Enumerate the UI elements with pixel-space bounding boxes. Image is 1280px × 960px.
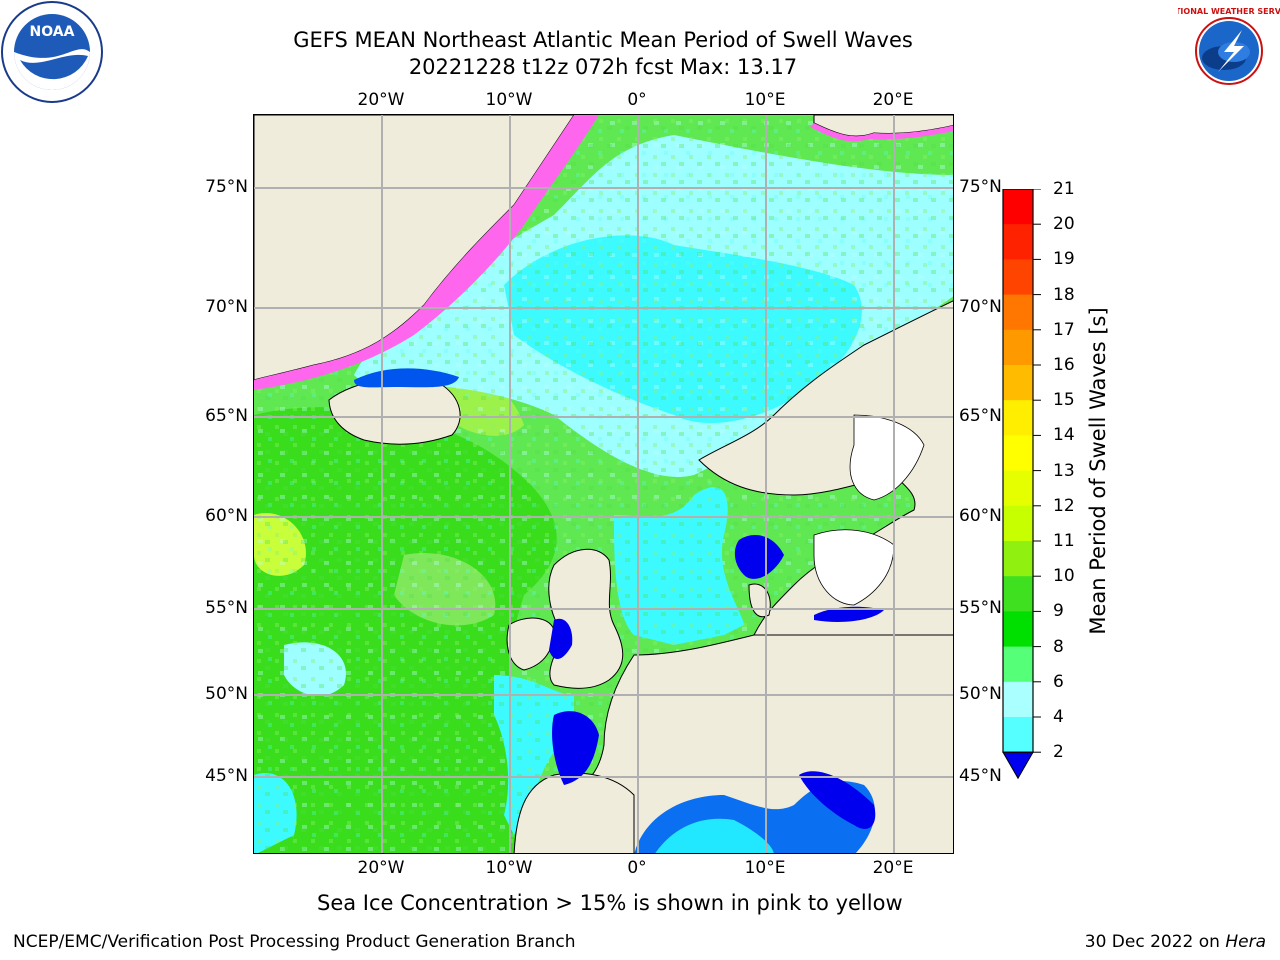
lat-label-right-65n: 65°N: [959, 406, 1002, 426]
lat-label-right-60n: 60°N: [959, 506, 1002, 526]
colorbar-segment: [1003, 259, 1033, 296]
colorbar-segment: [1003, 435, 1033, 472]
colorbar-tick-label: 17: [1053, 319, 1075, 340]
map-subtitle: 20221228 t12z 072h fcst Max: 13.17: [408, 55, 798, 79]
colorbar-tick-label: 15: [1053, 390, 1075, 411]
lat-label-left-55n: 55°N: [205, 598, 248, 618]
lon-label-bottom-20w: 20°W: [357, 858, 405, 878]
colorbar-segment: [1003, 681, 1033, 718]
lon-label-top-20e: 20°E: [872, 90, 914, 110]
colorbar-tick-label: 18: [1053, 284, 1075, 305]
colorbar-label: Mean Period of Swell Waves [s]: [1086, 307, 1110, 635]
lat-label-right-55n: 55°N: [959, 598, 1002, 618]
graticule: [254, 115, 953, 853]
colorbar-tick-label: 16: [1053, 355, 1075, 375]
lon-label-bottom-0: 0°: [627, 858, 647, 878]
colorbar-tick-label: 14: [1053, 425, 1075, 446]
lat-label-left-60n: 60°N: [205, 506, 248, 526]
colorbar-segment: [1003, 400, 1033, 436]
colorbar-tick-label: 12: [1053, 495, 1075, 516]
lon-label-top-0: 0°: [627, 90, 647, 110]
colorbar-tick-label: 8: [1053, 636, 1064, 657]
lat-label-left-70n: 70°N: [205, 297, 248, 317]
colorbar-tick-label: 11: [1053, 531, 1075, 551]
footer-machine: Hera: [1225, 932, 1266, 952]
footer-date: 30 Dec 2022 on Hera: [1085, 932, 1266, 952]
sea-ice-note: Sea Ice Concentration > 15% is shown in …: [317, 891, 903, 915]
nws-logo-text: NATIONAL WEATHER SERVICE: [1178, 7, 1280, 16]
iberia-land: [513, 772, 635, 853]
lat-label-right-75n: 75°N: [959, 177, 1002, 197]
colorbar-tick-label: 10: [1053, 566, 1075, 587]
lon-label-bottom-20e: 20°E: [872, 858, 914, 878]
colorbar-tick-label: 4: [1053, 707, 1064, 727]
lat-label-right-50n: 50°N: [959, 684, 1002, 704]
noaa-logo: NOAA: [1, 1, 103, 103]
colorbar-tick-label: 19: [1053, 249, 1075, 270]
sea-ice-edge: [254, 115, 599, 390]
nws-logo: NATIONAL WEATHER SERVICE: [1178, 2, 1280, 100]
colorbar-tick-label: 13: [1053, 460, 1075, 481]
colorbar-segment: [1003, 189, 1033, 225]
footer-credit: NCEP/EMC/Verification Post Processing Pr…: [13, 932, 576, 952]
colorbar-segment: [1003, 717, 1033, 753]
colorbar-segment: [1003, 611, 1033, 648]
colorbar-segment: [1003, 505, 1033, 542]
colorbar-segment: [1003, 576, 1033, 612]
colorbar-segment: [1003, 294, 1033, 331]
colorbar-segment: [1003, 329, 1033, 366]
colorbar-segment: [1003, 541, 1033, 577]
lon-label-bottom-10w: 10°W: [485, 858, 533, 878]
colorbar-tick-label: 21: [1053, 179, 1075, 199]
map-title: GEFS MEAN Northeast Atlantic Mean Period…: [293, 28, 913, 52]
swell-period-map: [254, 115, 953, 853]
noaa-logo-text: NOAA: [30, 24, 75, 40]
lat-label-right-45n: 45°N: [959, 766, 1002, 786]
lon-label-top-10e: 10°E: [744, 90, 786, 110]
biscay-low-swell: [552, 711, 599, 785]
colorbar-tick-label: 9: [1053, 601, 1064, 622]
map-panel: [253, 114, 954, 854]
footer-date-text: 30 Dec 2022 on: [1084, 932, 1226, 952]
lat-label-left-75n: 75°N: [205, 177, 248, 197]
colorbar-tick-label: 2: [1053, 742, 1064, 763]
lat-label-left-65n: 65°N: [205, 406, 248, 426]
colorbar-segment: [1003, 224, 1033, 260]
colorbar-segment: [1003, 646, 1033, 683]
colorbar-extend-arrow: [1002, 751, 1034, 780]
colorbar-segment: [1003, 365, 1033, 401]
lon-label-top-10w: 10°W: [485, 90, 533, 110]
colorbar-tick-label: 6: [1053, 671, 1064, 692]
lat-label-left-50n: 50°N: [205, 684, 248, 704]
lon-label-top-20w: 20°W: [357, 90, 405, 110]
colorbar-segment: [1003, 470, 1033, 507]
colorbar: [1002, 189, 1041, 780]
colorbar-tick-label: 20: [1053, 214, 1075, 235]
lat-label-left-45n: 45°N: [205, 766, 248, 786]
lon-label-bottom-10e: 10°E: [744, 858, 786, 878]
lat-label-right-70n: 70°N: [959, 297, 1002, 317]
